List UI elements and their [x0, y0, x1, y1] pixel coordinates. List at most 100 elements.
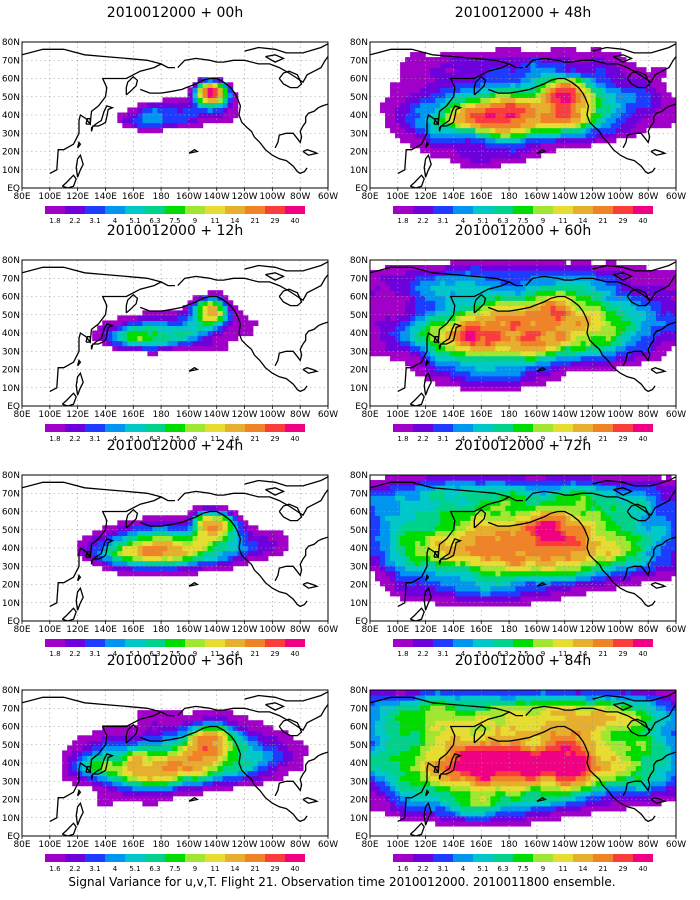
colorbar-label: 6.3 [497, 865, 508, 873]
colorbar-swatch [245, 639, 265, 647]
colorbar-label: 2.2 [69, 217, 80, 225]
colorbar-swatch [165, 854, 185, 862]
lon-tick-label: 180 [152, 625, 169, 635]
panel-title: 2010012000 + 72h [455, 438, 591, 454]
colorbar-label: 4 [461, 217, 466, 225]
colorbar-swatch [393, 424, 413, 432]
grid-lines [370, 42, 676, 188]
colorbar-swatch [105, 424, 125, 432]
shaded-field [77, 505, 289, 577]
colorbar-swatch [85, 424, 105, 432]
panels-layer: 2010012000 + 00h 80E 100E 120E 140E 160E 180 16… [2, 5, 686, 873]
colorbar-label: 4 [113, 217, 118, 225]
colorbar: 1.8 2.2 3.1 4 5.1 6.3 7.5 9 11 14 21 29 40 [393, 424, 653, 443]
colorbar-swatch [473, 206, 493, 214]
lon-tick-label: 100W [607, 840, 633, 850]
coastlines [370, 261, 676, 406]
colorbar-swatch [413, 424, 433, 432]
shaded-field [370, 475, 676, 607]
colorbar-label: 14 [579, 435, 588, 443]
colorbar-label: 2.2 [417, 435, 428, 443]
lon-tick-label: 140E [442, 410, 465, 420]
colorbar-swatch [225, 639, 245, 647]
colorbar-label: 2.2 [417, 865, 428, 873]
lon-tick-label: 100E [38, 840, 61, 850]
colorbar-label: 14 [231, 435, 240, 443]
colorbar-swatch [553, 206, 573, 214]
colorbar-label: 6.3 [497, 435, 508, 443]
lat-tick-label: 20N [350, 148, 368, 158]
colorbar-swatch [165, 424, 185, 432]
colorbar-label: 29 [271, 865, 280, 873]
lon-tick-label: 180 [500, 840, 517, 850]
colorbar-swatch [205, 854, 225, 862]
lon-tick-label: 100E [386, 840, 409, 850]
lat-tick-label: EQ [7, 617, 20, 627]
lon-tick-label: 160E [470, 192, 493, 202]
colorbar-swatch [573, 854, 593, 862]
lat-tick-label: 10N [2, 599, 20, 609]
colorbar-swatch [165, 639, 185, 647]
lon-tick-label: 160W [524, 192, 550, 202]
colorbar-swatch [533, 424, 553, 432]
colorbar-swatch [473, 854, 493, 862]
colorbar-label: 21 [599, 217, 608, 225]
lon-tick-label: 160W [176, 840, 202, 850]
colorbar-swatch [453, 206, 473, 214]
lat-tick-label: 10N [2, 814, 20, 824]
colorbar-swatch [413, 206, 433, 214]
lon-tick-label: 160W [524, 625, 550, 635]
colorbar-label: 9 [193, 435, 197, 443]
colorbar-label: 11 [211, 435, 220, 443]
lon-tick-label: 180 [500, 410, 517, 420]
lat-tick-label: 40N [350, 544, 368, 554]
colorbar-swatch [613, 639, 633, 647]
lon-tick-label: 100E [38, 410, 61, 420]
colorbar-swatch [453, 424, 473, 432]
lon-tick-label: 120W [232, 410, 258, 420]
colorbar-label: 9 [193, 217, 197, 225]
colorbar-swatch [433, 424, 453, 432]
coastlines [370, 691, 676, 836]
lat-tick-label: 70N [350, 489, 368, 499]
grid-lines [22, 42, 328, 188]
lat-tick-label: 60N [350, 508, 368, 518]
colorbar-label: 14 [579, 650, 588, 658]
colorbar-swatch [633, 639, 653, 647]
colorbar-swatch [433, 639, 453, 647]
colorbar-swatch [225, 424, 245, 432]
lon-tick-label: 120E [66, 625, 89, 635]
colorbar-swatch [145, 206, 165, 214]
colorbar-swatch [85, 854, 105, 862]
colorbar-swatch [65, 639, 85, 647]
lat-tick-label: 50N [2, 311, 20, 321]
lat-tick-label: 80N [350, 38, 368, 48]
colorbar: 1.6 2.2 3.1 4 5.1 6.3 7.5 9 11 14 21 29 40 [393, 854, 653, 873]
colorbar-swatch [265, 854, 285, 862]
shaded-field [380, 47, 676, 169]
lat-tick-label: 20N [350, 796, 368, 806]
colorbar-swatch [553, 639, 573, 647]
colorbar-label: 40 [639, 217, 648, 225]
lat-tick-label: 60N [2, 293, 20, 303]
colorbar-swatch [493, 206, 513, 214]
colorbar-label: 7.5 [169, 435, 180, 443]
lat-tick-label: 40N [350, 329, 368, 339]
map-panel: 2010012000 + 60h 80E 100E 120E 140E 160E 180 16… [350, 223, 686, 443]
lon-tick-label: 100W [607, 410, 633, 420]
colorbar-label: 21 [599, 435, 608, 443]
lon-tick-label: 80E [361, 625, 378, 635]
colorbar-label: 6.3 [497, 650, 508, 658]
lon-tick-label: 140E [442, 192, 465, 202]
colorbar-label: 1.8 [49, 217, 60, 225]
lon-tick-label: 80E [361, 410, 378, 420]
lat-tick-label: 10N [2, 384, 20, 394]
lat-tick-label: 20N [350, 581, 368, 591]
colorbar-label: 3.1 [437, 865, 448, 873]
colorbar-label: 3.1 [89, 650, 100, 658]
colorbar: 1.8 2.2 3.1 4 5.1 6.3 7.5 9 11 14 21 29 40 [45, 206, 305, 225]
lon-tick-label: 80W [290, 625, 310, 635]
colorbar-label: 6.3 [149, 217, 160, 225]
colorbar-label: 2.2 [69, 435, 80, 443]
colorbar-swatch [285, 854, 305, 862]
